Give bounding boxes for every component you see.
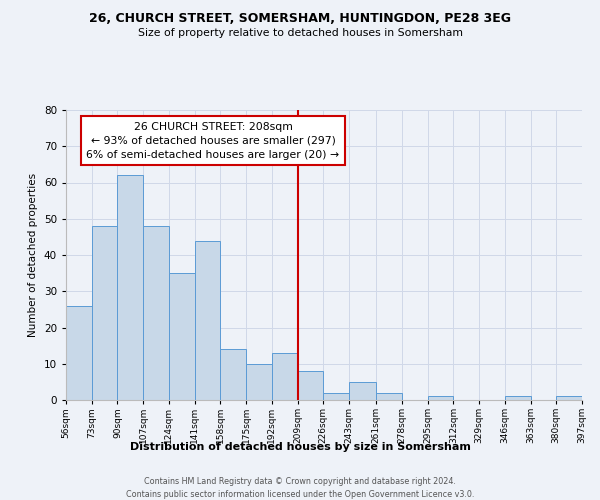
Bar	[92, 226, 118, 400]
Y-axis label: Number of detached properties: Number of detached properties	[28, 173, 38, 337]
Bar	[246, 364, 272, 400]
Bar	[272, 353, 298, 400]
Bar	[298, 371, 323, 400]
Text: Contains HM Land Registry data © Crown copyright and database right 2024.: Contains HM Land Registry data © Crown c…	[144, 478, 456, 486]
Text: Distribution of detached houses by size in Somersham: Distribution of detached houses by size …	[130, 442, 470, 452]
Bar	[556, 396, 582, 400]
Bar	[143, 226, 169, 400]
Text: 26, CHURCH STREET, SOMERSHAM, HUNTINGDON, PE28 3EG: 26, CHURCH STREET, SOMERSHAM, HUNTINGDON…	[89, 12, 511, 26]
Bar	[349, 382, 376, 400]
Bar	[376, 393, 402, 400]
Bar	[194, 240, 220, 400]
Bar	[428, 396, 454, 400]
Text: 26 CHURCH STREET: 208sqm
← 93% of detached houses are smaller (297)
6% of semi-d: 26 CHURCH STREET: 208sqm ← 93% of detach…	[86, 122, 340, 160]
Bar	[220, 349, 246, 400]
Text: Contains public sector information licensed under the Open Government Licence v3: Contains public sector information licen…	[126, 490, 474, 499]
Bar	[169, 273, 194, 400]
Bar	[323, 393, 349, 400]
Text: Size of property relative to detached houses in Somersham: Size of property relative to detached ho…	[137, 28, 463, 38]
Bar	[66, 306, 92, 400]
Bar	[505, 396, 530, 400]
Bar	[118, 176, 143, 400]
